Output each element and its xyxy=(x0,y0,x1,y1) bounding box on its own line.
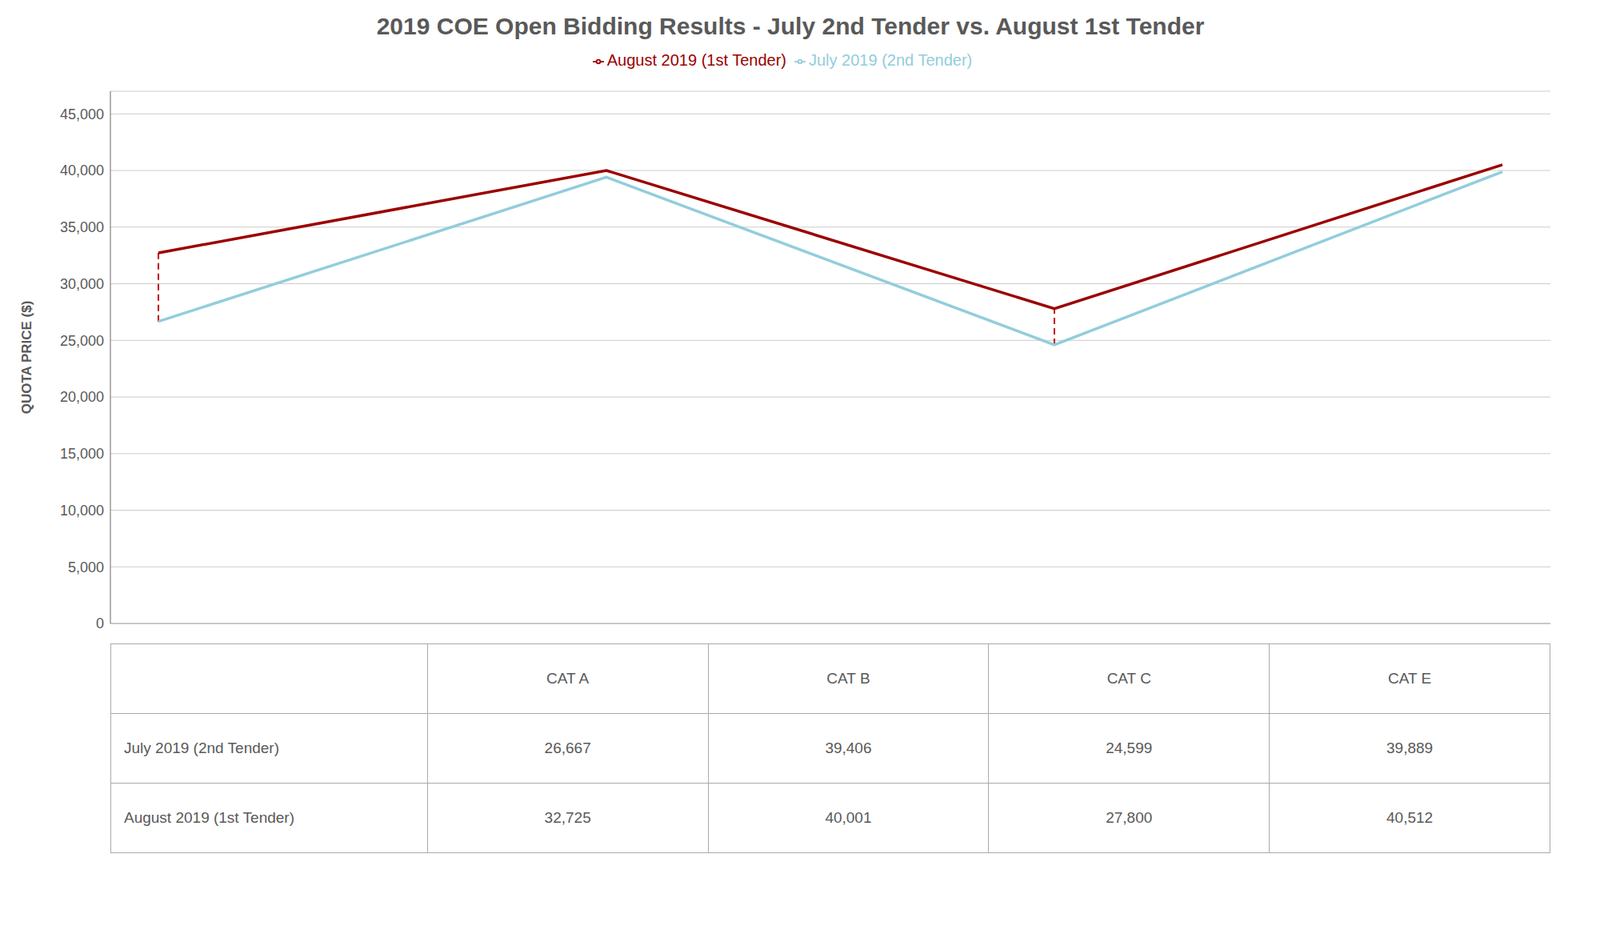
svg-text:35,000: 35,000 xyxy=(60,219,104,236)
svg-text:5,000: 5,000 xyxy=(68,559,104,576)
html-text:August 2019 (1st Tender): August 2019 (1st Tender) xyxy=(607,51,787,69)
svg-text:40,000: 40,000 xyxy=(60,162,104,179)
html-text:CAT C: CAT C xyxy=(1106,669,1152,687)
svg-text:QUOTA PRICE ($): QUOTA PRICE ($) xyxy=(19,300,35,415)
svg-text:10,000: 10,000 xyxy=(60,502,104,519)
svg-text:30,000: 30,000 xyxy=(60,276,104,292)
svg-text:15,000: 15,000 xyxy=(60,445,104,462)
svg-text:20,000: 20,000 xyxy=(60,388,104,405)
html-text:24,599: 24,599 xyxy=(1105,739,1153,756)
html-text:CAT E: CAT E xyxy=(1388,669,1432,687)
html-text:2019 COE Open Bidding Results: 2019 COE Open Bidding Results - July 2nd… xyxy=(376,12,1205,40)
html-text:27,800: 27,800 xyxy=(1105,808,1153,826)
svg-text:45,000: 45,000 xyxy=(60,106,104,123)
html-text:39,406: 39,406 xyxy=(825,739,872,756)
html-text:26,667: 26,667 xyxy=(544,739,591,756)
html-text:32,725: 32,725 xyxy=(544,808,591,826)
html-text:August 2019 (1st Tender): August 2019 (1st Tender) xyxy=(124,808,295,826)
html-text:CAT A: CAT A xyxy=(546,669,589,687)
html-text:CAT B: CAT B xyxy=(826,669,871,687)
html-text:39,889: 39,889 xyxy=(1386,739,1433,756)
html-text:July 2019 (2nd Tender): July 2019 (2nd Tender) xyxy=(808,51,973,69)
svg-text:25,000: 25,000 xyxy=(60,332,104,349)
html-text:40,512: 40,512 xyxy=(1386,808,1433,826)
html-text:40,001: 40,001 xyxy=(825,808,872,826)
html-text:July 2019 (2nd Tender): July 2019 (2nd Tender) xyxy=(124,739,280,756)
svg-text:0: 0 xyxy=(96,615,104,632)
